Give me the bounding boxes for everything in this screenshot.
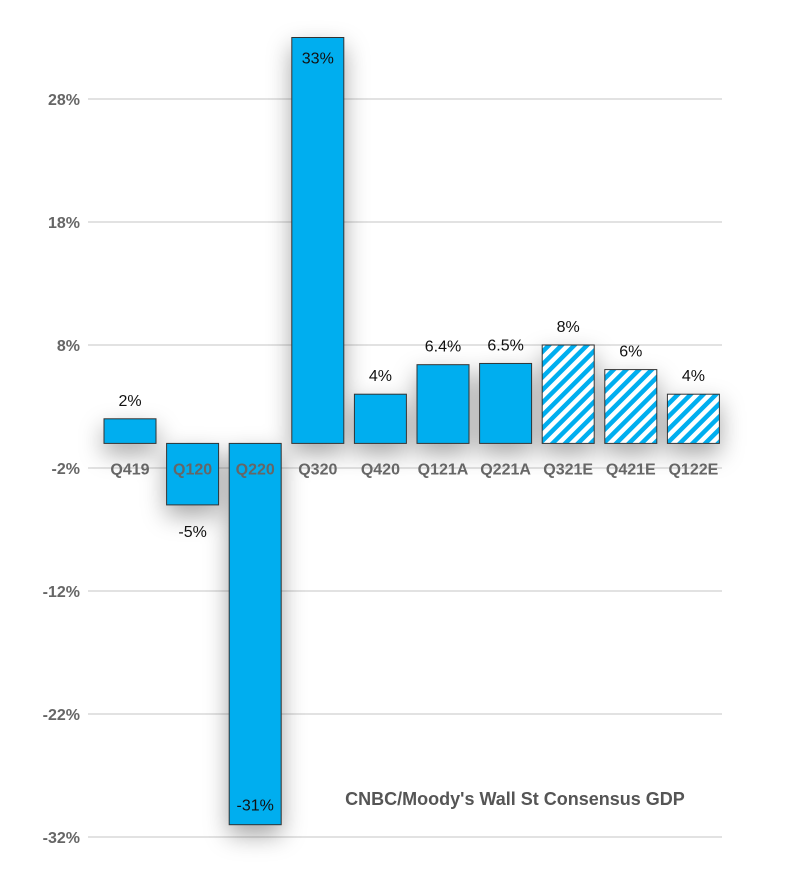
bars bbox=[103, 37, 720, 826]
data-label: 4% bbox=[369, 368, 392, 385]
y-tick-label: -2% bbox=[52, 461, 80, 478]
y-tick-label: 28% bbox=[48, 92, 80, 109]
data-label: -5% bbox=[178, 524, 206, 541]
y-tick-label: -12% bbox=[43, 584, 80, 601]
x-axis-categories: Q419 Q120 Q220 Q320 Q420 Q121A Q221A Q321E Q421E… bbox=[110, 461, 718, 478]
y-axis-ticks: 28% 18% 8% -2% -12% -22% -32% bbox=[43, 92, 80, 847]
x-category-label: Q420 bbox=[361, 461, 400, 478]
x-category-label: Q419 bbox=[110, 461, 149, 478]
bar-q122e bbox=[666, 393, 720, 444]
x-category-label: Q122E bbox=[668, 461, 718, 478]
bar-q121a bbox=[416, 364, 470, 444]
data-label: 33% bbox=[302, 51, 334, 68]
bar-q321e bbox=[541, 344, 595, 444]
bar-q120 bbox=[166, 442, 220, 506]
y-tick-label: -22% bbox=[43, 707, 80, 724]
x-category-label: Q321E bbox=[543, 461, 593, 478]
data-label: 6.5% bbox=[487, 337, 523, 354]
chart-annotation: CNBC/Moody's Wall St Consensus GDP bbox=[345, 789, 685, 809]
x-category-label: Q221A bbox=[480, 461, 531, 478]
bar-q421e bbox=[604, 369, 658, 444]
x-category-label: Q120 bbox=[173, 461, 212, 478]
y-tick-label: 18% bbox=[48, 215, 80, 232]
x-category-label: Q121A bbox=[418, 461, 469, 478]
data-label: 2% bbox=[118, 393, 141, 410]
data-label: 8% bbox=[557, 319, 580, 336]
bar-q320 bbox=[291, 37, 345, 444]
data-label: 6.4% bbox=[425, 339, 461, 356]
x-category-label: Q421E bbox=[606, 461, 656, 478]
data-label: 6% bbox=[619, 344, 642, 361]
bar-q220 bbox=[228, 442, 282, 826]
data-label: 4% bbox=[682, 368, 705, 385]
y-tick-label: 8% bbox=[57, 338, 80, 355]
bar-q221a bbox=[479, 362, 533, 444]
bar-q419 bbox=[103, 418, 157, 444]
y-tick-label: -32% bbox=[43, 830, 80, 847]
x-category-label: Q220 bbox=[236, 461, 275, 478]
bar-q420 bbox=[353, 393, 407, 444]
data-label: -31% bbox=[237, 798, 274, 815]
data-labels: 2% -5% -31% 33% 4% 6.4% 6.5% 8% 6% 4% bbox=[118, 51, 705, 815]
x-category-label: Q320 bbox=[298, 461, 337, 478]
